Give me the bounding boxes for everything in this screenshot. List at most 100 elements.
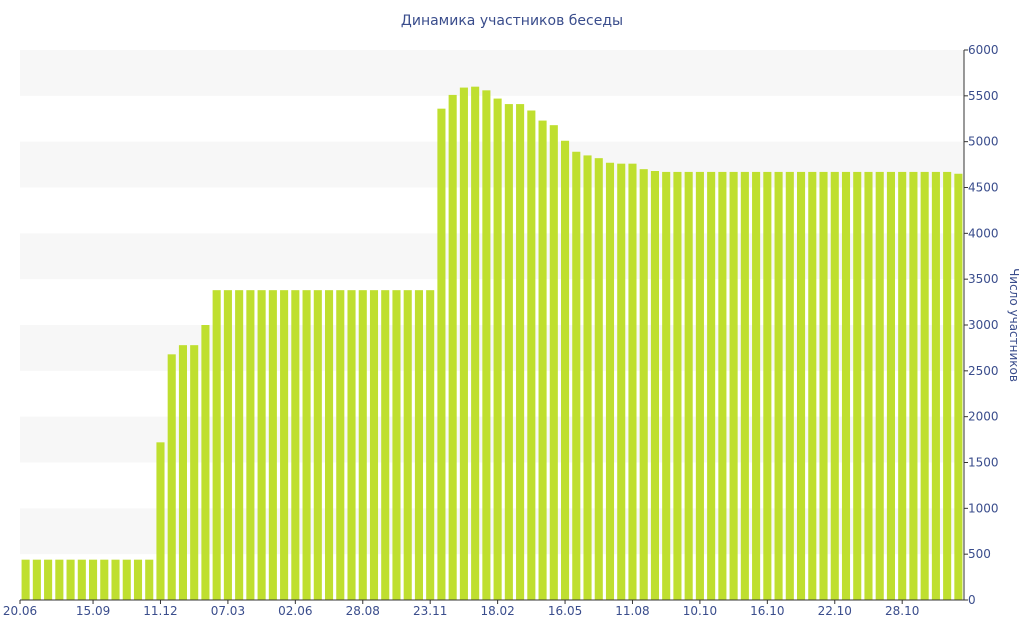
bar[interactable] xyxy=(931,171,940,601)
bar[interactable] xyxy=(853,171,862,601)
x-tick-label: 11.12 xyxy=(143,604,177,618)
bar[interactable] xyxy=(830,171,839,601)
bar[interactable] xyxy=(459,87,468,600)
bar[interactable] xyxy=(302,290,311,600)
y-tick-label: 3500 xyxy=(968,272,999,286)
bar[interactable] xyxy=(448,94,457,601)
bar[interactable] xyxy=(201,325,210,600)
bar[interactable] xyxy=(190,345,199,600)
bar[interactable] xyxy=(178,345,187,600)
bar[interactable] xyxy=(594,158,603,601)
bar[interactable] xyxy=(167,354,176,600)
grid-band xyxy=(20,325,964,371)
bar[interactable] xyxy=(752,171,761,601)
bar[interactable] xyxy=(785,171,794,601)
bar[interactable] xyxy=(797,171,806,601)
bar[interactable] xyxy=(347,290,356,600)
bar[interactable] xyxy=(392,290,401,600)
bar[interactable] xyxy=(583,155,592,601)
bar[interactable] xyxy=(718,171,727,601)
bar[interactable] xyxy=(516,104,525,600)
x-tick-label: 28.10 xyxy=(885,604,919,618)
bar[interactable] xyxy=(729,171,738,601)
bar[interactable] xyxy=(684,171,693,601)
bar[interactable] xyxy=(943,171,952,601)
bar[interactable] xyxy=(561,140,570,600)
bar[interactable] xyxy=(133,559,143,600)
bar[interactable] xyxy=(122,559,131,600)
y-tick-label: 4000 xyxy=(968,226,999,240)
bar[interactable] xyxy=(639,169,648,601)
bar[interactable] xyxy=(605,162,615,600)
bar[interactable] xyxy=(864,171,873,601)
bar[interactable] xyxy=(280,290,289,600)
bar[interactable] xyxy=(156,442,165,600)
bar[interactable] xyxy=(89,559,98,600)
bar[interactable] xyxy=(628,163,637,601)
bar[interactable] xyxy=(471,86,480,601)
bar[interactable] xyxy=(426,290,435,600)
bar[interactable] xyxy=(336,290,345,600)
bar[interactable] xyxy=(875,171,884,601)
x-tick-label: 10.10 xyxy=(683,604,717,618)
bar[interactable] xyxy=(695,171,704,601)
bar[interactable] xyxy=(44,559,53,600)
bar[interactable] xyxy=(920,171,929,601)
bar[interactable] xyxy=(257,290,266,600)
bar[interactable] xyxy=(650,171,659,600)
bar[interactable] xyxy=(21,559,30,600)
grid-band xyxy=(20,141,964,188)
x-tick-label: 23.11 xyxy=(413,604,447,618)
bar[interactable] xyxy=(707,171,716,601)
bar[interactable] xyxy=(100,559,109,600)
bar[interactable] xyxy=(111,559,120,600)
y-tick-label: 5000 xyxy=(968,135,999,149)
bar[interactable] xyxy=(145,559,154,600)
bar[interactable] xyxy=(369,290,379,600)
bar[interactable] xyxy=(662,171,671,601)
x-tick-label: 15.09 xyxy=(76,604,110,618)
bar[interactable] xyxy=(414,290,423,600)
bar[interactable] xyxy=(212,290,221,600)
bar[interactable] xyxy=(437,108,446,601)
bar[interactable] xyxy=(538,120,547,600)
grid-band xyxy=(20,508,964,555)
bar[interactable] xyxy=(77,559,86,600)
bar[interactable] xyxy=(549,125,558,601)
bar[interactable] xyxy=(504,104,513,600)
bar[interactable] xyxy=(572,151,581,600)
bar[interactable] xyxy=(482,90,491,600)
bar[interactable] xyxy=(909,171,918,601)
bar[interactable] xyxy=(954,173,963,600)
bar[interactable] xyxy=(403,290,412,600)
bar[interactable] xyxy=(527,110,536,601)
y-tick-labels: 0 500 1000 1500 2000 2500 3000 3500 4000 4500 5000… xyxy=(968,43,999,607)
bar-series xyxy=(21,86,963,601)
bar[interactable] xyxy=(493,98,502,600)
bar[interactable] xyxy=(381,290,390,600)
bar[interactable] xyxy=(268,290,277,600)
bar[interactable] xyxy=(291,290,300,600)
grid-band xyxy=(20,233,964,280)
bar[interactable] xyxy=(313,290,322,600)
bar[interactable] xyxy=(808,171,817,601)
bar[interactable] xyxy=(617,163,626,601)
bar[interactable] xyxy=(246,290,255,600)
bar[interactable] xyxy=(325,290,334,600)
bar[interactable] xyxy=(774,171,783,601)
bar[interactable] xyxy=(235,290,244,600)
x-tick-label: 16.05 xyxy=(548,604,582,618)
bar[interactable] xyxy=(66,559,75,600)
bar[interactable] xyxy=(841,171,851,601)
bar[interactable] xyxy=(55,559,64,600)
bar[interactable] xyxy=(763,171,772,601)
bar[interactable] xyxy=(886,171,895,601)
bar[interactable] xyxy=(819,171,828,601)
bar[interactable] xyxy=(898,171,907,601)
bar[interactable] xyxy=(358,290,367,600)
bar[interactable] xyxy=(223,290,232,600)
bar[interactable] xyxy=(673,171,682,601)
bar[interactable] xyxy=(740,171,749,601)
bar[interactable] xyxy=(32,559,41,600)
